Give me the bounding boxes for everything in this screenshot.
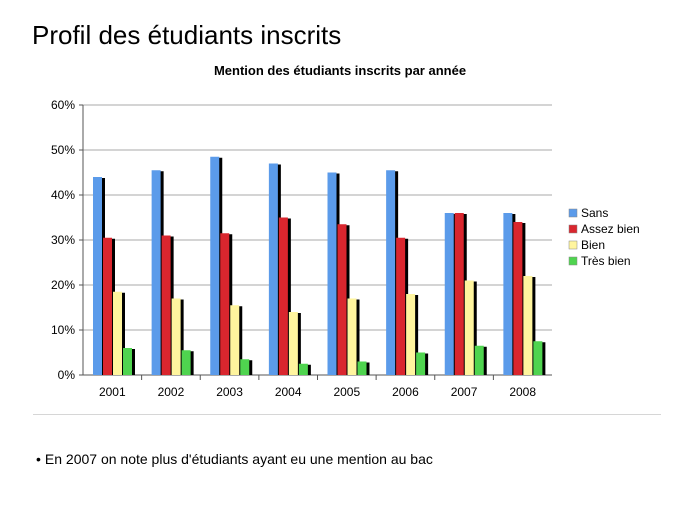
bar-bien bbox=[347, 298, 357, 375]
bar-très-bien bbox=[298, 363, 308, 375]
bar-assez-bien bbox=[454, 213, 464, 375]
bar-bien bbox=[288, 312, 298, 375]
bar-bien bbox=[171, 298, 181, 375]
bar-assez-bien bbox=[103, 237, 112, 375]
y-tick-label: 40% bbox=[51, 188, 75, 202]
legend-swatch bbox=[568, 208, 578, 218]
bar-assez-bien bbox=[337, 224, 347, 375]
x-tick-label: 2006 bbox=[392, 385, 419, 399]
bar-très-bien bbox=[474, 345, 484, 375]
legend-label: Sans bbox=[581, 206, 608, 220]
bullet-dot-icon: • bbox=[36, 451, 41, 467]
legend-label: Très bien bbox=[581, 254, 631, 268]
bar-assez-bien bbox=[278, 217, 288, 375]
bar-sans bbox=[210, 156, 220, 375]
slide-title: Profil des étudiants inscrits bbox=[32, 20, 342, 50]
bar-bien bbox=[113, 291, 122, 375]
bar-assez-bien bbox=[513, 222, 523, 375]
x-tick-label: 2004 bbox=[275, 385, 302, 399]
divider-line bbox=[33, 414, 661, 415]
bar-sans bbox=[386, 170, 396, 375]
bar-bien bbox=[464, 280, 474, 375]
bar-chart: Mention des étudiants inscrits par année… bbox=[51, 63, 640, 399]
bar-sans bbox=[93, 177, 102, 375]
bar-assez-bien bbox=[220, 233, 230, 375]
x-tick-label: 2002 bbox=[158, 385, 185, 399]
bar-bien bbox=[406, 294, 416, 375]
legend-swatch bbox=[568, 256, 578, 266]
x-tick-label: 2003 bbox=[216, 385, 243, 399]
bar-très-bien bbox=[533, 341, 543, 375]
bar-très-bien bbox=[240, 359, 250, 375]
bullet-text: En 2007 on note plus d'étudiants ayant e… bbox=[44, 451, 433, 467]
y-tick-label: 60% bbox=[51, 98, 75, 112]
y-tick-label: 10% bbox=[51, 323, 75, 337]
bar-assez-bien bbox=[161, 235, 171, 375]
bar-très-bien bbox=[416, 352, 426, 375]
x-tick-label: 2008 bbox=[509, 385, 536, 399]
bar-sans bbox=[327, 172, 337, 375]
bar-assez-bien bbox=[396, 237, 406, 375]
x-tick-label: 2007 bbox=[451, 385, 478, 399]
x-tick-label: 2001 bbox=[99, 385, 126, 399]
bar-très-bien bbox=[123, 348, 132, 375]
y-tick-label: 0% bbox=[58, 368, 76, 382]
bar-sans bbox=[444, 213, 454, 375]
bar-sans bbox=[268, 163, 278, 375]
bar-bien bbox=[523, 276, 533, 375]
bar-très-bien bbox=[357, 361, 367, 375]
y-tick-label: 30% bbox=[51, 233, 75, 247]
bullet-point: • En 2007 on note plus d'étudiants ayant … bbox=[36, 451, 433, 467]
legend-label: Bien bbox=[581, 238, 605, 252]
bar-très-bien bbox=[181, 350, 191, 375]
bar-sans bbox=[503, 213, 513, 375]
chart-title: Mention des étudiants inscrits par année bbox=[214, 63, 466, 78]
x-tick-label: 2005 bbox=[333, 385, 360, 399]
bar-sans bbox=[151, 170, 161, 375]
legend-swatch bbox=[568, 240, 578, 250]
y-tick-label: 50% bbox=[51, 143, 75, 157]
y-tick-label: 20% bbox=[51, 278, 75, 292]
legend-label: Assez bien bbox=[581, 222, 640, 236]
bar-bien bbox=[230, 305, 240, 375]
legend-swatch bbox=[568, 224, 578, 234]
